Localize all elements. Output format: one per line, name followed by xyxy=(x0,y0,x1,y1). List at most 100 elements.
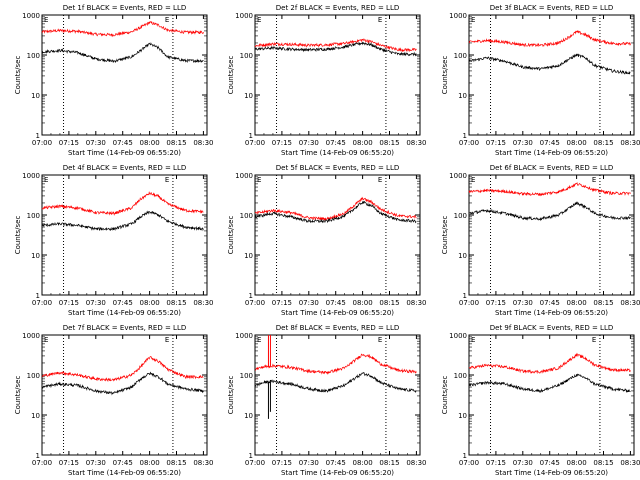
x-tick-label: 07:45 xyxy=(113,299,133,307)
y-tick-label: 1 xyxy=(463,452,467,460)
x-tick-label: 08:15 xyxy=(379,299,399,307)
x-tick-label: 08:15 xyxy=(593,459,613,467)
y-tick-label: 1 xyxy=(36,132,40,140)
y-axis-label: Counts/sec xyxy=(14,376,22,415)
y-axis-label: Counts/sec xyxy=(227,216,235,255)
x-axis-label: Start Time (14-Feb-09 06:55:20) xyxy=(68,309,181,317)
count-rate-plot: Det 8f BLACK = Events, RED = LLD 1 10 100 10… xyxy=(227,324,426,477)
x-tick-label: 08:00 xyxy=(567,459,587,467)
plot-frame xyxy=(468,14,635,136)
x-tick-label: 07:45 xyxy=(113,139,133,147)
x-tick-label: 07:15 xyxy=(486,299,506,307)
x-tick-label: 08:00 xyxy=(353,299,373,307)
x-tick-label: 08:30 xyxy=(406,139,426,147)
y-tick-label: 10 xyxy=(244,412,253,420)
events-series-line xyxy=(254,372,417,393)
x-tick-label: 07:45 xyxy=(540,139,560,147)
y-tick-label: 100 xyxy=(27,212,40,220)
lld-series-line xyxy=(41,191,204,216)
x-tick-label: 07:00 xyxy=(32,139,52,147)
x-tick-label: 07:30 xyxy=(299,459,319,467)
y-tick-label: 10 xyxy=(31,412,40,420)
count-rate-plot: Det 5f BLACK = Events, RED = LLD 1 10 100 10… xyxy=(227,164,426,317)
y-tick-label: 1000 xyxy=(22,172,40,180)
x-tick-label: 08:00 xyxy=(140,299,160,307)
y-tick-label: 10 xyxy=(31,252,40,260)
lld-series-line xyxy=(468,352,631,375)
x-tick-label: 07:30 xyxy=(299,299,319,307)
events-series-line xyxy=(468,373,631,394)
marker-label: E xyxy=(165,176,169,184)
marker-label: E xyxy=(471,336,475,344)
plot-frame xyxy=(254,174,421,296)
y-tick-label: 1000 xyxy=(235,12,253,20)
detector-panel-2: Det 2f BLACK = Events, RED = LLD 1 10 100 10… xyxy=(213,0,426,160)
y-tick-label: 100 xyxy=(240,372,253,380)
x-axis-label: Start Time (14-Feb-09 06:55:20) xyxy=(495,149,608,157)
count-rate-plot: Det 3f BLACK = Events, RED = LLD 1 10 100 10… xyxy=(441,4,640,157)
plot-frame xyxy=(468,174,635,296)
events-series-line xyxy=(468,201,631,222)
x-axis-label: Start Time (14-Feb-09 06:55:20) xyxy=(68,149,181,157)
detector-panel-9: Det 9f BLACK = Events, RED = LLD 1 10 100 10… xyxy=(427,320,640,480)
detector-panel-6: Det 6f BLACK = Events, RED = LLD 1 10 100 10… xyxy=(427,160,640,320)
events-series-line xyxy=(41,371,204,396)
y-tick-label: 10 xyxy=(458,92,467,100)
x-tick-label: 08:15 xyxy=(593,299,613,307)
x-tick-label: 07:45 xyxy=(540,299,560,307)
x-tick-label: 07:30 xyxy=(86,139,106,147)
marker-label: E xyxy=(44,16,48,24)
x-tick-label: 07:30 xyxy=(86,459,106,467)
y-tick-label: 10 xyxy=(244,252,253,260)
y-tick-label: 1000 xyxy=(22,12,40,20)
count-rate-plot: Det 1f BLACK = Events, RED = LLD 1 10 100 10… xyxy=(14,4,213,157)
count-rate-plot: Det 2f BLACK = Events, RED = LLD 1 10 100 10… xyxy=(227,4,426,157)
x-axis-label: Start Time (14-Feb-09 06:55:20) xyxy=(281,309,394,317)
marker-label: E xyxy=(378,16,382,24)
y-axis-label: Counts/sec xyxy=(441,376,449,415)
plot-title: Det 3f BLACK = Events, RED = LLD xyxy=(490,4,613,12)
lld-series-line xyxy=(254,196,417,221)
y-axis-label: Counts/sec xyxy=(227,56,235,95)
x-tick-label: 07:00 xyxy=(459,299,479,307)
x-tick-label: 07:15 xyxy=(59,459,79,467)
events-series-line xyxy=(41,42,204,64)
y-tick-label: 1 xyxy=(463,292,467,300)
lld-series-line xyxy=(468,181,631,197)
plot-title: Det 5f BLACK = Events, RED = LLD xyxy=(276,164,399,172)
detector-panel-8: Det 8f BLACK = Events, RED = LLD 1 10 100 10… xyxy=(213,320,426,480)
x-axis-label: Start Time (14-Feb-09 06:55:20) xyxy=(495,309,608,317)
x-tick-label: 08:30 xyxy=(620,139,640,147)
y-tick-label: 10 xyxy=(458,252,467,260)
y-tick-label: 1 xyxy=(249,452,253,460)
y-tick-label: 100 xyxy=(454,372,467,380)
x-tick-label: 07:30 xyxy=(513,139,533,147)
x-tick-label: 08:00 xyxy=(353,459,373,467)
marker-label: E xyxy=(378,176,382,184)
count-rate-plot: Det 6f BLACK = Events, RED = LLD 1 10 100 10… xyxy=(441,164,640,317)
marker-label: E xyxy=(378,336,382,344)
plot-title: Det 7f BLACK = Events, RED = LLD xyxy=(63,324,186,332)
plot-frame xyxy=(41,14,208,136)
x-tick-label: 07:45 xyxy=(113,459,133,467)
y-axis-label: Counts/sec xyxy=(227,376,235,415)
y-tick-label: 100 xyxy=(27,52,40,60)
lld-series-line xyxy=(254,353,417,375)
plot-title: Det 1f BLACK = Events, RED = LLD xyxy=(63,4,186,12)
x-tick-label: 07:45 xyxy=(540,459,560,467)
x-tick-label: 08:15 xyxy=(166,139,186,147)
plot-title: Det 6f BLACK = Events, RED = LLD xyxy=(490,164,613,172)
x-tick-label: 08:15 xyxy=(593,139,613,147)
x-tick-label: 08:30 xyxy=(620,299,640,307)
events-series-line xyxy=(468,53,631,75)
detector-panel-5: Det 5f BLACK = Events, RED = LLD 1 10 100 10… xyxy=(213,160,426,320)
y-tick-label: 100 xyxy=(454,212,467,220)
plot-title: Det 2f BLACK = Events, RED = LLD xyxy=(276,4,399,12)
y-tick-label: 1000 xyxy=(235,332,253,340)
x-tick-label: 07:00 xyxy=(32,299,52,307)
x-tick-label: 07:30 xyxy=(513,459,533,467)
x-tick-label: 08:15 xyxy=(379,459,399,467)
marker-label: E xyxy=(257,176,261,184)
plot-title: Det 8f BLACK = Events, RED = LLD xyxy=(276,324,399,332)
